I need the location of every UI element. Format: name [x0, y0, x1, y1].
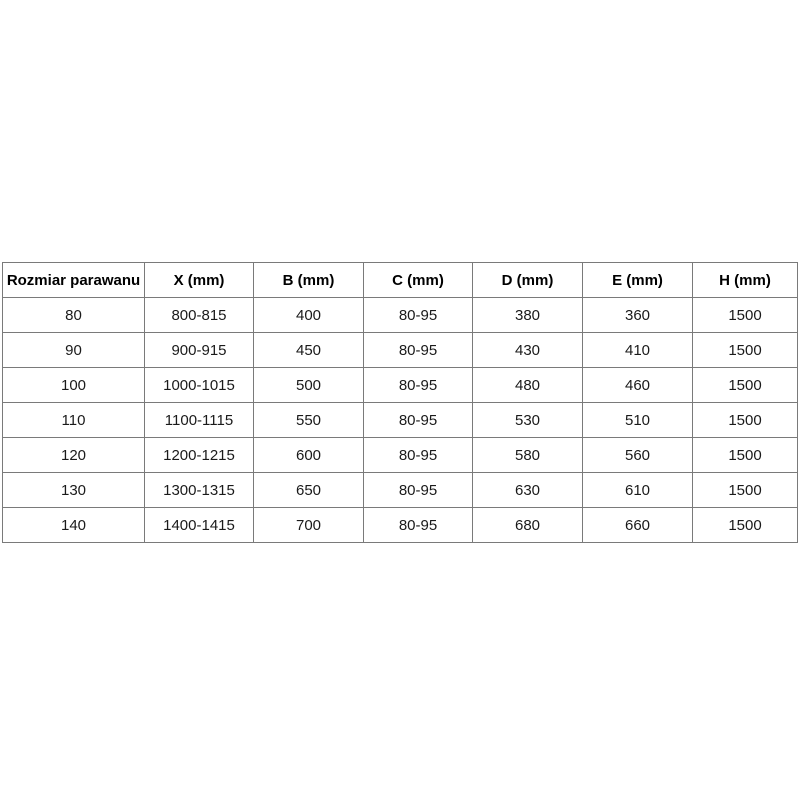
table-cell: 460	[582, 367, 693, 403]
table-row: 130 1300-1315 650 80-95 630 610 1500	[2, 472, 798, 508]
table-cell: 90	[2, 332, 145, 368]
size-table: Rozmiar parawanu X (mm) B (mm) C (mm) D …	[2, 262, 798, 543]
table-cell: 110	[2, 402, 145, 438]
table-cell: 100	[2, 367, 145, 403]
table-cell: 550	[253, 402, 364, 438]
table-cell: 510	[582, 402, 693, 438]
table-cell: 1200-1215	[144, 437, 254, 473]
table-cell: 650	[253, 472, 364, 508]
table-cell: 1500	[692, 297, 798, 333]
column-header-e: E (mm)	[582, 262, 693, 298]
table-cell: 580	[472, 437, 583, 473]
table-cell: 140	[2, 507, 145, 543]
table-cell: 1100-1115	[144, 402, 254, 438]
table-cell: 80-95	[363, 402, 473, 438]
table-cell: 80-95	[363, 332, 473, 368]
table-cell: 1500	[692, 507, 798, 543]
header-row: Rozmiar parawanu X (mm) B (mm) C (mm) D …	[2, 262, 798, 298]
table-cell: 450	[253, 332, 364, 368]
column-header-c: C (mm)	[363, 262, 473, 298]
table-cell: 900-915	[144, 332, 254, 368]
column-header-b: B (mm)	[253, 262, 364, 298]
table-cell: 80-95	[363, 367, 473, 403]
table-cell: 80-95	[363, 507, 473, 543]
column-header-d: D (mm)	[472, 262, 583, 298]
table-cell: 480	[472, 367, 583, 403]
table-cell: 630	[472, 472, 583, 508]
table-cell: 1500	[692, 437, 798, 473]
table-cell: 700	[253, 507, 364, 543]
table-cell: 1500	[692, 367, 798, 403]
table-cell: 680	[472, 507, 583, 543]
table-cell: 80-95	[363, 297, 473, 333]
table-cell: 410	[582, 332, 693, 368]
table-row: 140 1400-1415 700 80-95 680 660 1500	[2, 507, 798, 543]
table-cell: 380	[472, 297, 583, 333]
table-cell: 130	[2, 472, 145, 508]
table-cell: 1400-1415	[144, 507, 254, 543]
table-cell: 530	[472, 402, 583, 438]
table-cell: 660	[582, 507, 693, 543]
table-cell: 600	[253, 437, 364, 473]
table-cell: 120	[2, 437, 145, 473]
table-cell: 80-95	[363, 472, 473, 508]
table-row: 100 1000-1015 500 80-95 480 460 1500	[2, 367, 798, 403]
table-cell: 360	[582, 297, 693, 333]
table-row: 90 900-915 450 80-95 430 410 1500	[2, 332, 798, 368]
table-cell: 1000-1015	[144, 367, 254, 403]
table-cell: 560	[582, 437, 693, 473]
table-cell: 430	[472, 332, 583, 368]
column-header-x: X (mm)	[144, 262, 254, 298]
table-cell: 1500	[692, 332, 798, 368]
table-cell: 610	[582, 472, 693, 508]
table-cell: 1500	[692, 472, 798, 508]
table-cell: 1500	[692, 402, 798, 438]
table-row: 120 1200-1215 600 80-95 580 560 1500	[2, 437, 798, 473]
table-cell: 1300-1315	[144, 472, 254, 508]
table-row: 110 1100-1115 550 80-95 530 510 1500	[2, 402, 798, 438]
table-cell: 500	[253, 367, 364, 403]
column-header-h: H (mm)	[692, 262, 798, 298]
table-cell: 80-95	[363, 437, 473, 473]
column-header-rozmiar: Rozmiar parawanu	[2, 262, 145, 298]
table-row: 80 800-815 400 80-95 380 360 1500	[2, 297, 798, 333]
table-cell: 80	[2, 297, 145, 333]
table-cell: 400	[253, 297, 364, 333]
table-cell: 800-815	[144, 297, 254, 333]
